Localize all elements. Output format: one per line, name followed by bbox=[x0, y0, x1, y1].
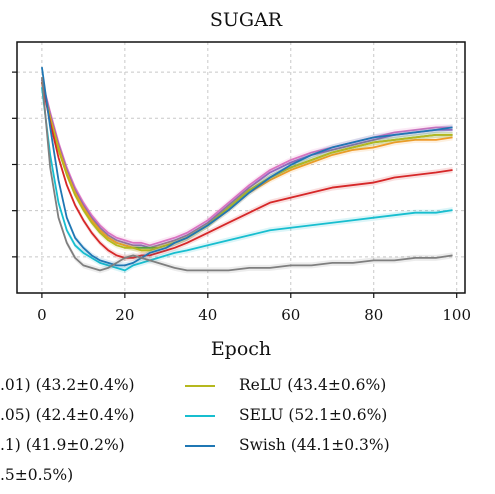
series-line-8 bbox=[40, 66, 453, 267]
legend-label-1: .01) (43.2±0.4%) bbox=[0, 376, 135, 394]
y-ticks bbox=[12, 71, 17, 258]
series-line-4 bbox=[41, 81, 453, 252]
series-band-1 bbox=[41, 76, 453, 249]
legend-entry-relu: ReLU (43.4±0.6%) bbox=[239, 376, 386, 394]
series-line-7 bbox=[40, 87, 453, 272]
legend-entry-selu: SELU (52.1±0.6%) bbox=[239, 406, 387, 424]
legend-label-3: .1) (41.9±0.2%) bbox=[0, 436, 125, 454]
series-lines bbox=[40, 64, 453, 274]
legend-swatch-relu bbox=[185, 385, 215, 387]
x-tick-label: 40 bbox=[198, 306, 217, 324]
series-line-1 bbox=[41, 79, 453, 247]
legend-label-selu: SELU (52.1±0.6%) bbox=[239, 406, 388, 424]
series-line-2 bbox=[41, 79, 453, 249]
legend-swatch-selu bbox=[185, 415, 215, 417]
plot-frame bbox=[16, 41, 466, 294]
series-line-3 bbox=[41, 81, 453, 249]
legend-entry-2: .05) (42.4±0.4%) bbox=[0, 406, 135, 424]
legend-label-swish: Swish (44.1±0.3%) bbox=[239, 436, 390, 454]
legend-label-2: .05) (42.4±0.4%) bbox=[0, 406, 135, 424]
series-line-9 bbox=[40, 77, 453, 272]
x-axis-label: Epoch bbox=[211, 338, 271, 360]
legend-label-4: .5±0.5%) bbox=[0, 466, 74, 484]
x-tick-label: 80 bbox=[364, 306, 383, 324]
series-line-5 bbox=[41, 81, 453, 252]
legend-entry-1: .01) (43.2±0.4%) bbox=[0, 376, 135, 394]
x-tick-label: 60 bbox=[281, 306, 300, 324]
series-line-6 bbox=[41, 81, 453, 259]
legend-entry-swish: Swish (44.1±0.3%) bbox=[239, 436, 390, 454]
x-ticks: 0 20 40 60 80 100 bbox=[37, 293, 471, 324]
legend-label-relu: ReLU (43.4±0.6%) bbox=[239, 376, 387, 394]
x-tick-label: 100 bbox=[442, 306, 471, 324]
chart: SUGAR 0 20 40 60 80 100 Epoch bbox=[12, 9, 471, 360]
legend-entry-3: .1) (41.9±0.2%) bbox=[0, 436, 125, 454]
legend-swatch-swish bbox=[185, 445, 215, 447]
series-band-3 bbox=[41, 79, 453, 251]
legend-entry-4: .5±0.5%) bbox=[0, 466, 73, 484]
series-band-2 bbox=[41, 76, 453, 251]
x-tick-label: 0 bbox=[37, 306, 47, 324]
chart-title: SUGAR bbox=[210, 9, 283, 31]
x-tick-label: 20 bbox=[115, 306, 134, 324]
